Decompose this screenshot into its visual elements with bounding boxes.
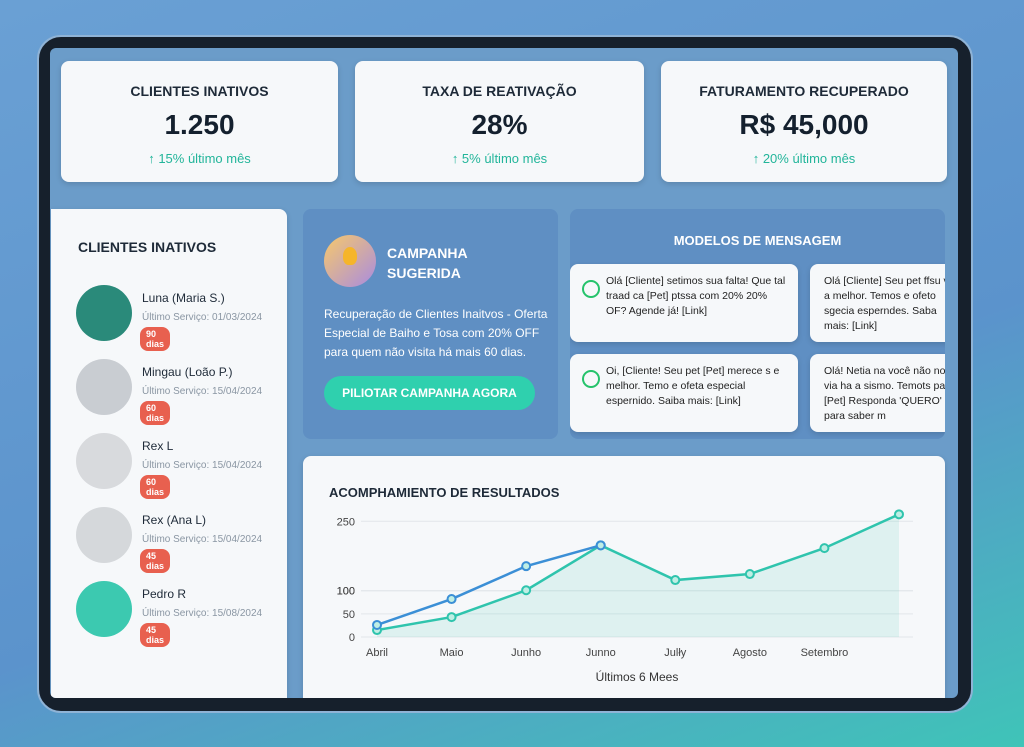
chart-title: ACOMPHAMIENTO DE RESULTADOS [329,485,560,500]
kpi-change: ↑ 5% último mês [451,151,548,166]
client-badge: 90 dias [140,327,171,351]
message-text: Oi, [Cliente! Seu pet [Pet] merece s e m… [606,365,780,407]
x-tick-label: Maio [440,647,464,659]
bulb-icon [324,235,376,287]
panel-title: MODELOS DE MENSAGEM [673,233,842,248]
y-tick-label: 100 [337,586,355,598]
y-tick-label: 100 [337,586,355,598]
avatar [76,433,132,489]
campaign-title: CAMPANHA SUGERIDA [387,245,468,281]
campaign-description: Recuperação de Clientes Inaitvos - Ofert… [324,307,548,359]
point [521,585,532,596]
x-tick-label: Setembro [801,647,849,659]
messages-panel: MODELOS DE MENSAGEM Olá [Cliente] setimo… [570,209,945,439]
kpi-value: R$ 45,000 [739,109,869,140]
line [376,513,900,632]
message-card[interactable]: Oi, [Cliente! Seu pet [Pet] merece s e m… [570,354,798,432]
y-tick-label: 50 [343,609,355,621]
kpi-card: FATURAMENTO RECUPERADO R$ 45,000 ↑ 20% últ… [661,61,947,182]
point [819,543,830,554]
kpi-change: ↑ 15% último mês [148,151,251,166]
avatar [76,285,132,341]
message-text: Olá [Cliente] Seu pet ffsu vid a melhor.… [824,275,945,332]
client-date: Último Serviço: 15/04/2024 [142,534,263,545]
point [446,594,457,605]
kpi-value: 28% [471,109,528,140]
kpi-title: FATURAMENTO RECUPERADO [699,83,909,99]
x-tick-label: Agosto [733,647,767,659]
message-card[interactable]: Olá! Netia na você não nos via ha a sism… [810,354,945,432]
client-name: Luna (Maria S.) [142,291,225,305]
point [744,569,755,580]
client-name: Pedro R [142,587,187,601]
client-name: Rex (Ana L) [142,513,207,527]
area [377,514,899,637]
client-badge: 45 dias [140,549,171,573]
avatar [76,581,132,637]
campaign-panel: CAMPANHA SUGERIDA Recuperação de Cliente… [303,209,558,439]
kpi-card: CLIENTES INATIVOS 1.250 ↑ 15% último mês [61,61,338,182]
kpi-card: TAXA DE REATIVAÇÃO 28% ↑ 5% último mês [355,61,644,182]
y-tick-label: 250 [337,516,355,528]
client-date: Último Serviço: 15/04/2024 [142,386,263,397]
client-badge: 60 dias [140,475,171,499]
client-badge: 60 dias [140,401,171,425]
chart-panel: ACOMPHAMIENTO DE RESULTADOS Últimos 6 Me… [303,456,945,698]
x-tick-label: Abril [366,647,388,659]
clients-panel: CLIENTES INATIVOS Luna (Maria S.) Último… [51,209,287,698]
kpi-change: ↑ 20% último mês [752,151,856,166]
client-name: Mingau (Loão P.) [142,365,233,379]
chart: ACOMPHAMIENTO DE RESULTADOS Últimos 6 Me… [329,485,913,684]
client-date: Último Serviço: 15/04/2024 [142,460,263,471]
message-card[interactable]: Olá [Cliente] setimos sua falta! Que tal… [570,264,798,342]
line [376,544,602,627]
campaign-button[interactable]: PILIOTAR CAMPANHA AGORA [324,376,535,410]
client-date: Último Serviço: 15/08/2024 [142,608,263,619]
x-axis-label: Últimos 6 Mees [596,669,679,684]
kpi-title: CLIENTES INATIVOS [130,83,269,99]
point [521,561,532,572]
x-tick-label: Junho [511,647,541,659]
client-name: Rex L [142,439,174,453]
panel-title: CLIENTES INATIVOS [78,239,217,255]
y-tick-label: 0 [349,632,355,644]
avatar [76,507,132,563]
client-date: Último Serviço: 01/03/2024 [142,312,263,323]
avatar [76,359,132,415]
kpi-value: 1.250 [164,109,235,140]
client-badge: 45 dias [140,623,171,647]
point [446,612,457,623]
message-text: Olá! Netia na você não nos via ha a sism… [824,365,945,422]
x-tick-label: Junno [586,647,616,659]
message-card[interactable]: Olá [Cliente] Seu pet ffsu vid a melhor.… [810,264,945,342]
screen: CLIENTES INATIVOS 1.250 ↑ 15% último mês T… [50,48,958,698]
point [894,509,904,520]
message-text: Olá [Cliente] setimos sua falta! Que tal… [606,275,786,317]
kpi-title: TAXA DE REATIVAÇÃO [422,83,577,99]
point [670,575,681,586]
point [372,619,382,630]
point [595,540,606,551]
x-tick-label: Julły [664,647,687,659]
